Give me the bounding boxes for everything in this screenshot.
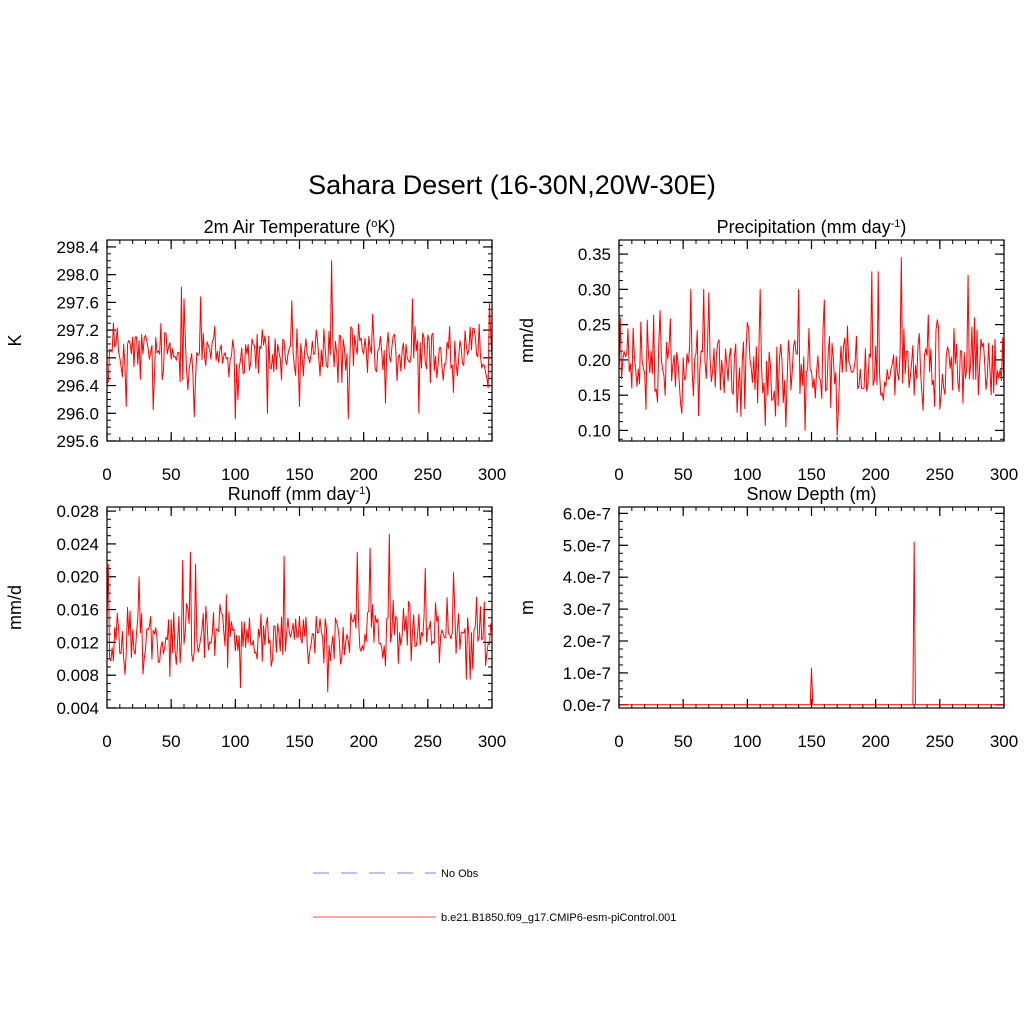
legend-label-model: b.e21.B1850.f09_g17.CMIP6-esm-piControl.… — [441, 912, 676, 924]
panels: 2m Air Temperature (oK) K 0 50 100 150 200 250 3… — [5, 217, 1018, 751]
y-tick-label-temperature: 296.4 — [56, 377, 99, 396]
plot-frame-precipitation — [618, 239, 1005, 442]
y-tick-label-snow-depth: 2.0e-7 — [563, 632, 611, 651]
x-tick-label-runoff: 0 — [102, 732, 111, 751]
panel-precipitation: Precipitation (mm day-1) mm/d 0 50 100 150 200… — [517, 217, 1018, 484]
panel-title-tail-runoff: ) — [365, 484, 371, 504]
y-tick-label-runoff: 0.024 — [56, 535, 99, 554]
panel-title-runoff: Runoff (mm day-1) — [228, 484, 372, 504]
y-tick-label-snow-depth: 5.0e-7 — [563, 536, 611, 555]
panel-title-tail-precipitation: ) — [900, 217, 906, 237]
y-tick-label-temperature: 298.4 — [56, 238, 99, 257]
panel-title-sup-precipitation: -1 — [891, 218, 901, 230]
y-tick-label-temperature: 296.8 — [56, 349, 99, 368]
x-tick-label-precipitation: 300 — [990, 465, 1018, 484]
y-tick-label-temperature: 296.0 — [56, 404, 99, 423]
x-tick-label-snow-depth: 250 — [926, 732, 954, 751]
x-tick-label-temperature: 200 — [349, 465, 377, 484]
legend-label-no-obs: No Obs — [441, 868, 479, 880]
panel-title-snow-depth: Snow Depth (m) — [746, 484, 876, 504]
x-tick-label-runoff: 250 — [414, 732, 442, 751]
series-line-snow-depth — [619, 541, 1004, 706]
y-tick-label-precipitation: 0.20 — [578, 351, 611, 370]
x-tick-label-temperature: 300 — [478, 465, 506, 484]
panel-title-precipitation: Precipitation (mm day-1) — [717, 217, 907, 237]
panel-title-temperature: 2m Air Temperature (oK) — [204, 217, 396, 237]
y-tick-label-snow-depth: 6.0e-7 — [563, 504, 611, 523]
y-tick-label-precipitation: 0.30 — [578, 280, 611, 299]
plot-frame-snow-depth — [618, 506, 1005, 709]
y-tick-label-runoff: 0.004 — [56, 699, 99, 718]
y-tick-label-runoff: 0.028 — [56, 502, 99, 521]
y-tick-label-temperature: 297.2 — [56, 321, 99, 340]
y-tick-label-precipitation: 0.10 — [578, 421, 611, 440]
plot-frame-temperature — [106, 239, 493, 442]
x-tick-label-runoff: 200 — [349, 732, 377, 751]
legend: No Obs b.e21.B1850.f09_g17.CMIP6-esm-piC… — [313, 868, 676, 924]
x-tick-label-temperature: 250 — [414, 465, 442, 484]
y-tick-label-temperature: 298.0 — [56, 266, 99, 285]
x-tick-label-snow-depth: 50 — [674, 732, 693, 751]
panel-title-sup-temperature: o — [371, 218, 377, 230]
x-tick-label-runoff: 300 — [478, 732, 506, 751]
y-axis-label-temperature: K — [5, 334, 25, 346]
x-tick-label-temperature: 150 — [285, 465, 313, 484]
x-tick-label-precipitation: 250 — [926, 465, 954, 484]
panel-temperature: 2m Air Temperature (oK) K 0 50 100 150 200 250 3… — [5, 217, 506, 484]
y-tick-label-runoff: 0.008 — [56, 666, 99, 685]
y-tick-label-precipitation: 0.15 — [578, 386, 611, 405]
x-tick-label-precipitation: 150 — [797, 465, 825, 484]
x-tick-label-temperature: 50 — [162, 465, 181, 484]
series-line-temperature — [106, 260, 493, 420]
panel-runoff: Runoff (mm day-1) mm/d 0 50 100 150 200 250 300 0… — [5, 484, 506, 751]
x-tick-label-precipitation: 200 — [861, 465, 889, 484]
x-tick-label-precipitation: 100 — [733, 465, 761, 484]
y-tick-label-precipitation: 0.35 — [578, 245, 611, 264]
series-line-precipitation — [618, 257, 1005, 436]
panel-title-sup-runoff: -1 — [355, 485, 365, 497]
x-tick-label-snow-depth: 100 — [733, 732, 761, 751]
y-tick-label-runoff: 0.020 — [56, 568, 99, 587]
x-tick-label-runoff: 100 — [221, 732, 249, 751]
y-axis-label-snow-depth: m — [517, 600, 537, 615]
x-tick-label-snow-depth: 150 — [797, 732, 825, 751]
panel-snow-depth: Snow Depth (m) m 0 50 100 150 200 250 300 6.0e-7 5… — [517, 484, 1018, 751]
series-line-runoff — [106, 533, 493, 693]
y-tick-label-runoff: 0.016 — [56, 601, 99, 620]
x-tick-label-snow-depth: 200 — [861, 732, 889, 751]
y-tick-label-temperature: 297.6 — [56, 293, 99, 312]
y-tick-label-snow-depth: 0.0e-7 — [563, 696, 611, 715]
y-tick-label-runoff: 0.012 — [56, 633, 99, 652]
y-tick-label-precipitation: 0.25 — [578, 316, 611, 335]
x-tick-label-runoff: 150 — [285, 732, 313, 751]
x-tick-label-temperature: 0 — [102, 465, 111, 484]
x-tick-label-snow-depth: 300 — [990, 732, 1018, 751]
x-tick-label-precipitation: 50 — [674, 465, 693, 484]
y-tick-label-snow-depth: 4.0e-7 — [563, 568, 611, 587]
y-tick-label-snow-depth: 1.0e-7 — [563, 664, 611, 683]
panel-title-tail-temperature: K) — [377, 217, 395, 237]
y-tick-label-temperature: 295.6 — [56, 432, 99, 451]
y-axis-label-precipitation: mm/d — [517, 318, 537, 363]
x-tick-label-runoff: 50 — [162, 732, 181, 751]
y-tick-label-snow-depth: 3.0e-7 — [563, 600, 611, 619]
figure-title: Sahara Desert (16-30N,20W-30E) — [308, 170, 716, 200]
x-tick-label-snow-depth: 0 — [614, 732, 623, 751]
x-tick-label-precipitation: 0 — [614, 465, 623, 484]
plot-frame-runoff — [106, 506, 493, 709]
y-axis-label-runoff: mm/d — [5, 585, 25, 630]
x-tick-label-temperature: 100 — [221, 465, 249, 484]
